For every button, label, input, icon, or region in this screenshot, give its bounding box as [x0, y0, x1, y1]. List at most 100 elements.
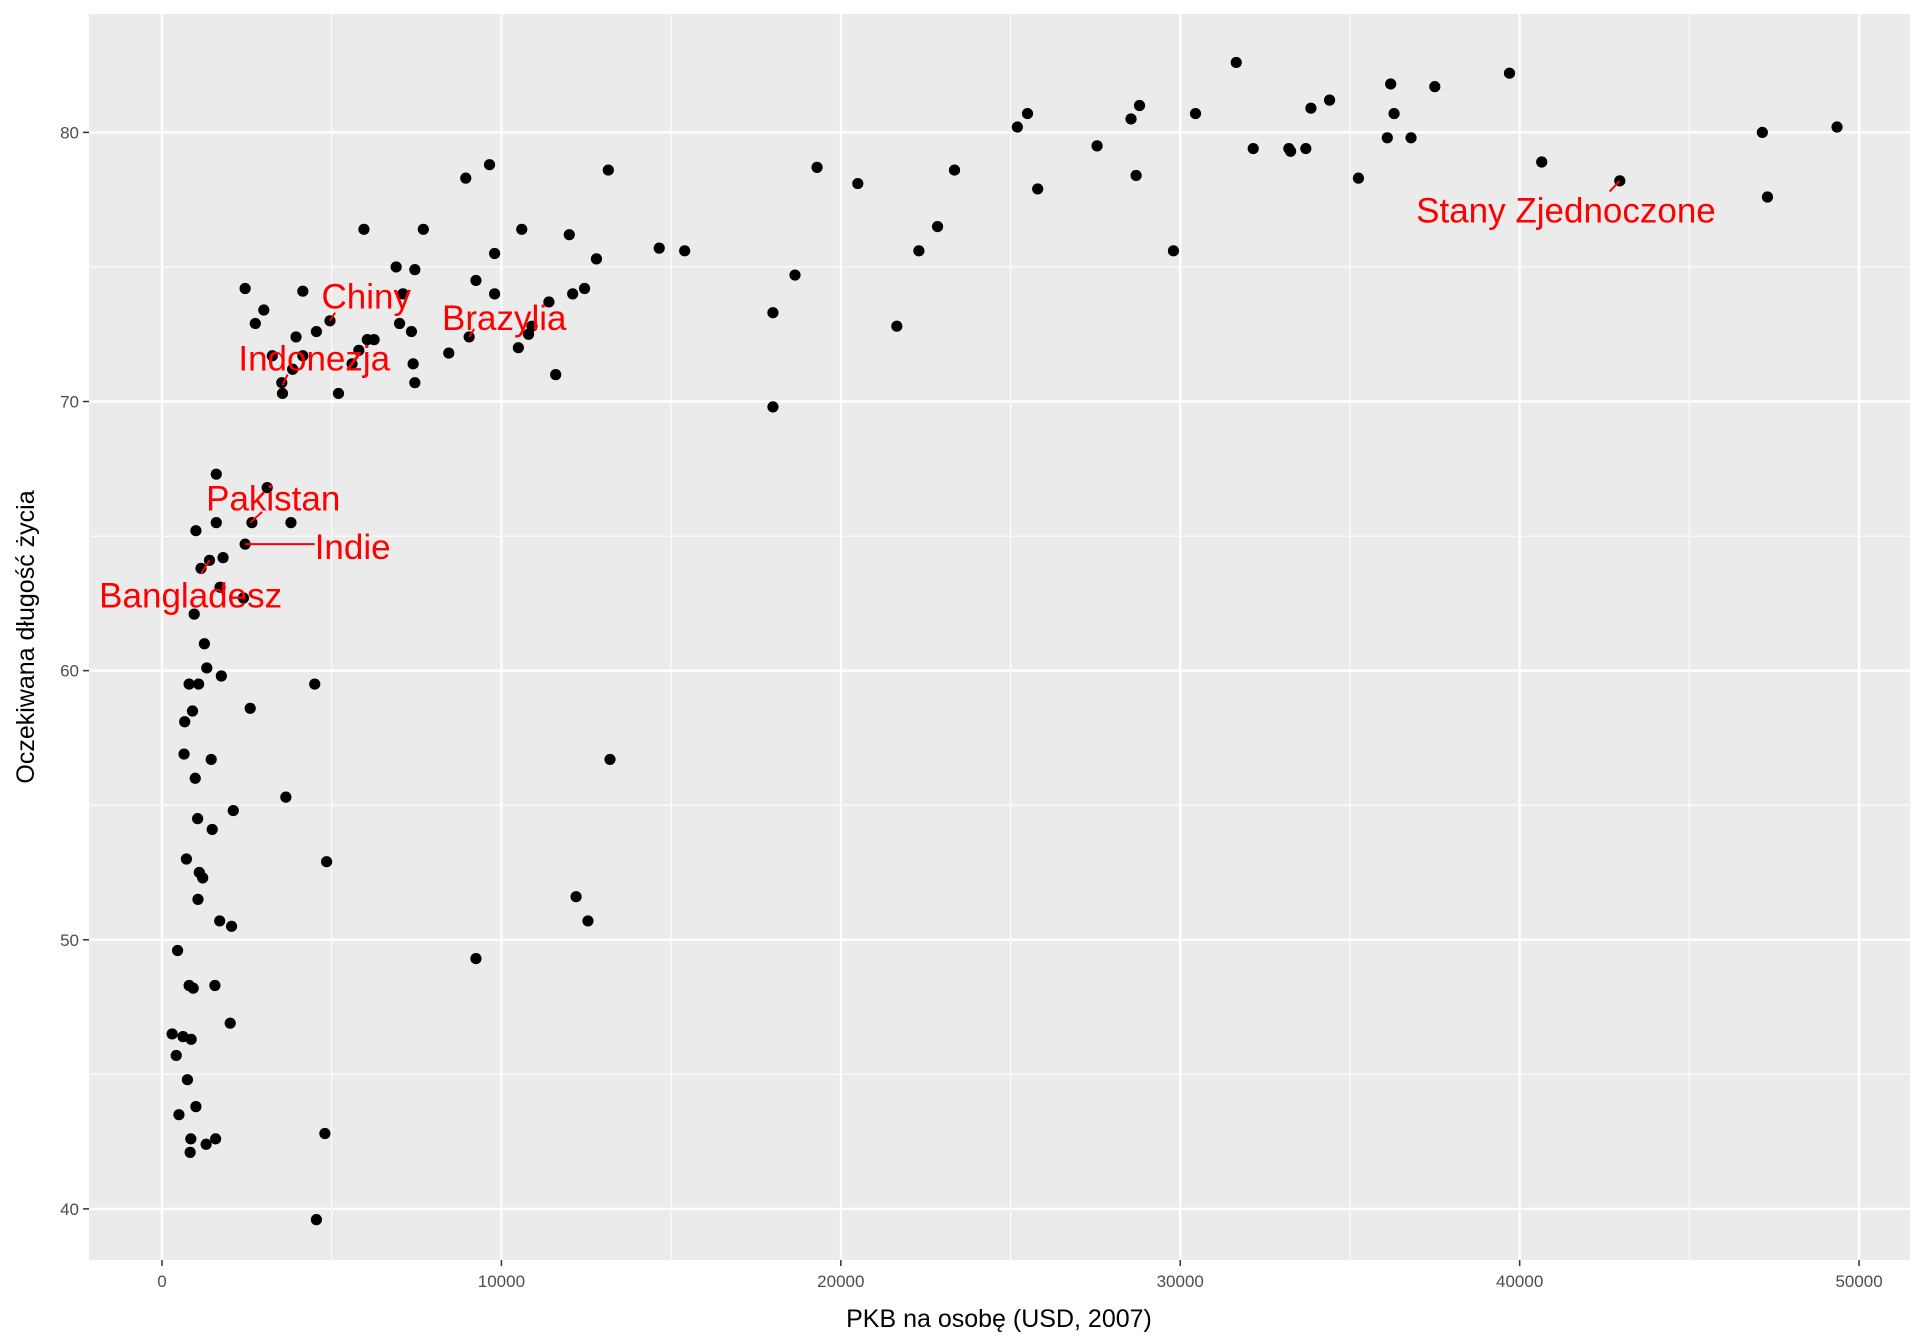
- data-point: [1091, 140, 1103, 152]
- data-point: [1381, 132, 1393, 144]
- data-point: [409, 377, 421, 389]
- data-point: [1247, 142, 1259, 155]
- data-point: [767, 401, 779, 413]
- data-point: [210, 468, 222, 480]
- data-point: [209, 979, 221, 992]
- data-point: [193, 678, 205, 690]
- data-point: [237, 592, 250, 604]
- data-point: [405, 325, 418, 338]
- data-point: [470, 952, 482, 965]
- annotation-line-pakistan: [249, 511, 263, 524]
- annotation-label-pakistan: Pakistan: [206, 479, 340, 518]
- data-point: [460, 172, 472, 184]
- data-point: [215, 670, 227, 682]
- y-tick-label: 50: [60, 931, 79, 950]
- annotation-line-stany-zjednoczone: [1608, 180, 1621, 193]
- data-point: [173, 1109, 185, 1121]
- annotation-label-bangladesz: Bangladesz: [99, 576, 282, 615]
- data-point: [297, 350, 309, 362]
- data-point: [368, 334, 380, 346]
- data-point: [1032, 183, 1044, 195]
- data-point: [192, 813, 204, 825]
- data-point: [789, 269, 801, 281]
- data-point: [214, 915, 226, 927]
- data-point: [280, 791, 292, 803]
- data-point: [183, 678, 195, 690]
- x-tick-label: 10000: [478, 1272, 525, 1291]
- data-point: [181, 1074, 194, 1086]
- y-axis-ticks: 40 50 60 70 80: [60, 123, 89, 1219]
- data-point: [320, 856, 333, 868]
- data-point: [1130, 169, 1142, 182]
- data-point: [239, 538, 251, 550]
- data-point: [261, 482, 273, 494]
- data-point: [767, 307, 779, 319]
- data-point: [811, 161, 823, 173]
- data-point: [550, 369, 562, 381]
- data-point: [358, 223, 370, 235]
- x-axis-title: PKB na osobę (USD, 2007): [846, 1305, 1152, 1333]
- data-point: [512, 342, 524, 354]
- data-point: [1189, 107, 1202, 120]
- data-point: [582, 915, 594, 927]
- data-point: [346, 358, 358, 370]
- data-point: [653, 242, 665, 254]
- data-point: [171, 944, 184, 957]
- data-point: [332, 387, 345, 400]
- x-tick-label: 30000: [1157, 1272, 1204, 1291]
- data-point: [1323, 94, 1336, 106]
- data-point: [543, 296, 555, 308]
- data-point: [186, 705, 199, 717]
- grid-major: [89, 14, 1910, 1260]
- data-point: [570, 891, 582, 903]
- data-point: [1831, 121, 1843, 133]
- data-point: [239, 282, 251, 295]
- data-point: [249, 317, 261, 330]
- data-point: [205, 753, 217, 766]
- y-tick-label: 70: [60, 393, 79, 412]
- data-point: [310, 1214, 323, 1226]
- data-point: [276, 387, 289, 400]
- data-point: [1021, 107, 1034, 120]
- data-point: [390, 261, 402, 273]
- annotation-label-stany-zjednoczone: Stany Zjednoczone: [1416, 191, 1716, 230]
- data-point: [190, 525, 202, 537]
- data-point: [483, 159, 496, 171]
- data-point: [210, 517, 222, 529]
- data-point: [225, 920, 238, 932]
- data-point: [1305, 102, 1317, 114]
- data-point: [187, 982, 199, 994]
- y-tick-label: 40: [60, 1200, 79, 1219]
- data-point: [397, 288, 409, 300]
- data-point: [224, 1017, 236, 1029]
- data-point: [179, 716, 191, 728]
- data-point: [200, 1138, 212, 1150]
- data-point: [470, 274, 482, 287]
- data-point: [198, 638, 211, 650]
- annotation-line-brazylia: [468, 328, 476, 338]
- data-point: [210, 1133, 222, 1145]
- data-point: [185, 1033, 197, 1045]
- data-point: [931, 221, 944, 233]
- data-point: [214, 581, 226, 593]
- x-tick-label: 50000: [1835, 1272, 1882, 1291]
- data-point: [1230, 56, 1242, 69]
- data-point: [1011, 121, 1023, 133]
- data-point: [1167, 245, 1180, 257]
- data-point: [297, 285, 309, 297]
- data-point: [1756, 126, 1768, 139]
- data-point: [166, 1028, 178, 1040]
- data-point: [1405, 132, 1417, 144]
- data-point: [170, 1049, 182, 1062]
- annotations: Chiny Indonezja Brazylia Pakistan Indie Bangl…: [99, 180, 1716, 615]
- annotation-label-chiny: Chiny: [322, 278, 412, 317]
- data-point: [1536, 156, 1548, 168]
- data-point: [563, 229, 575, 241]
- data-point: [1503, 67, 1516, 79]
- data-point: [201, 662, 213, 674]
- data-point: [516, 223, 528, 235]
- data-point: [1284, 145, 1297, 157]
- x-tick-label: 40000: [1496, 1272, 1543, 1291]
- data-point: [891, 320, 903, 332]
- annotation-line-indonezja: [281, 374, 289, 386]
